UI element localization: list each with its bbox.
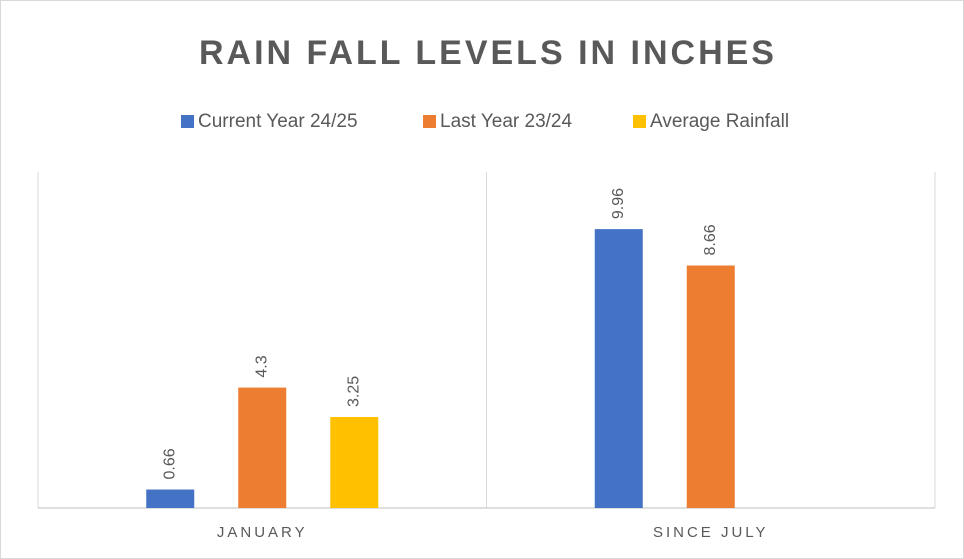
x-tick-label: JANUARY	[217, 524, 308, 541]
data-label: 0.66	[161, 448, 178, 479]
data-label: 4.3	[253, 355, 270, 377]
legend-swatch	[423, 115, 436, 128]
legend-label: Last Year 23/24	[440, 111, 572, 132]
legend-swatch	[633, 115, 646, 128]
bar	[686, 265, 735, 508]
chart-title: RAIN FALL LEVELS IN INCHES	[199, 34, 777, 72]
legend-label: Average Rainfall	[650, 111, 789, 132]
legend-label: Current Year 24/25	[198, 111, 358, 132]
legend-swatch	[181, 115, 194, 128]
data-label: 9.96	[610, 188, 627, 219]
data-label: 8.66	[702, 224, 719, 255]
bar	[594, 229, 643, 508]
bar	[238, 387, 287, 508]
bar	[330, 417, 379, 508]
x-tick-label: SINCE JULY	[653, 524, 769, 541]
bar	[146, 489, 195, 508]
data-label: 3.25	[345, 376, 362, 407]
